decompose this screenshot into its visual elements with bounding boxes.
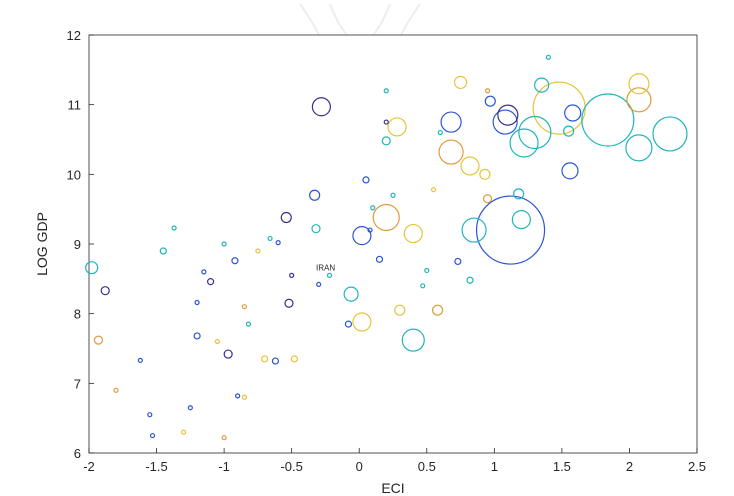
x-tick-label: 0 (356, 459, 363, 474)
y-tick-label: 12 (67, 28, 81, 43)
y-tick-label: 10 (67, 167, 81, 182)
x-tick-label: 2.5 (688, 459, 706, 474)
x-axis-label: ECI (381, 480, 404, 496)
y-tick-label: 6 (74, 446, 81, 461)
x-tick-label: 1 (491, 459, 498, 474)
x-tick-label: 2 (626, 459, 633, 474)
annotations: IRAN (316, 264, 335, 273)
x-tick-label: -1 (218, 459, 230, 474)
y-tick-label: 9 (74, 237, 81, 252)
x-tick-label: -1.5 (145, 459, 167, 474)
x-tick-label: -0.5 (280, 459, 302, 474)
y-axis-label: LOG GDP (34, 212, 50, 276)
plot-area (89, 35, 697, 453)
point-annotation: IRAN (316, 264, 335, 273)
y-tick-label: 7 (74, 376, 81, 391)
x-tick-label: -2 (83, 459, 95, 474)
x-tick-label: 0.5 (418, 459, 436, 474)
y-tick-label: 8 (74, 307, 81, 322)
x-tick-label: 1.5 (553, 459, 571, 474)
y-tick-label: 11 (68, 98, 82, 113)
